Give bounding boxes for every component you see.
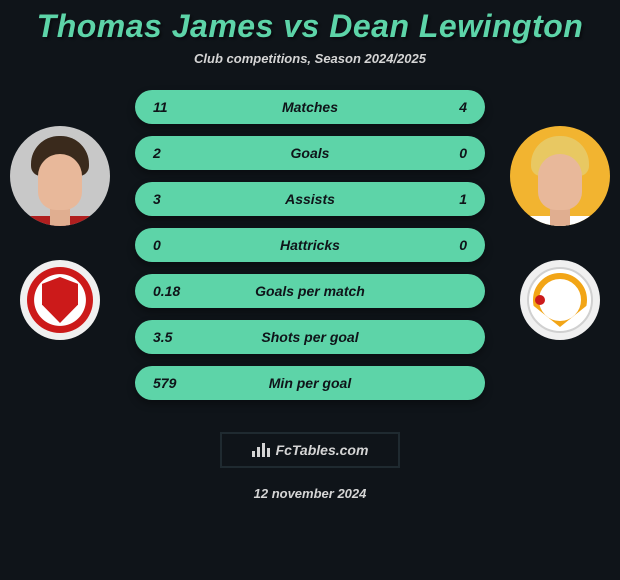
player-right-avatar	[510, 126, 610, 226]
stat-row: 0 Hattricks 0	[135, 228, 485, 262]
comparison-title: Thomas James vs Dean Lewington	[37, 8, 584, 45]
stat-row: 3 Assists 1	[135, 182, 485, 216]
stat-left-value: 2	[153, 145, 193, 161]
comparison-date: 12 november 2024	[254, 486, 367, 501]
team-right-badge	[520, 260, 600, 340]
branding-text: FcTables.com	[276, 442, 369, 458]
stat-right-value: 4	[427, 99, 467, 115]
bars-icon	[252, 443, 270, 457]
face-icon	[525, 136, 595, 226]
stat-label: Assists	[193, 191, 427, 207]
stat-label: Goals per match	[193, 283, 427, 299]
comparison-subtitle: Club competitions, Season 2024/2025	[194, 51, 426, 66]
crest-icon	[27, 267, 93, 333]
stat-label: Hattricks	[193, 237, 427, 253]
stat-right-value: 0	[427, 145, 467, 161]
stat-right-value: 0	[427, 237, 467, 253]
player-left-avatar	[10, 126, 110, 226]
stat-left-value: 11	[153, 99, 193, 115]
stat-row: 0.18 Goals per match	[135, 274, 485, 308]
stat-left-value: 3	[153, 191, 193, 207]
stat-left-value: 0.18	[153, 283, 193, 299]
stat-left-value: 579	[153, 375, 193, 391]
stat-label: Min per goal	[193, 375, 427, 391]
stat-label: Goals	[193, 145, 427, 161]
branding-badge: FcTables.com	[220, 432, 400, 468]
stat-left-value: 3.5	[153, 329, 193, 345]
stat-label: Matches	[193, 99, 427, 115]
stat-right-value: 1	[427, 191, 467, 207]
stat-row: 11 Matches 4	[135, 90, 485, 124]
stat-row: 2 Goals 0	[135, 136, 485, 170]
stat-left-value: 0	[153, 237, 193, 253]
stat-row: 579 Min per goal	[135, 366, 485, 400]
team-left-badge	[20, 260, 100, 340]
stat-row: 3.5 Shots per goal	[135, 320, 485, 354]
crest-icon	[527, 267, 593, 333]
face-icon	[25, 136, 95, 226]
stat-label: Shots per goal	[193, 329, 427, 345]
